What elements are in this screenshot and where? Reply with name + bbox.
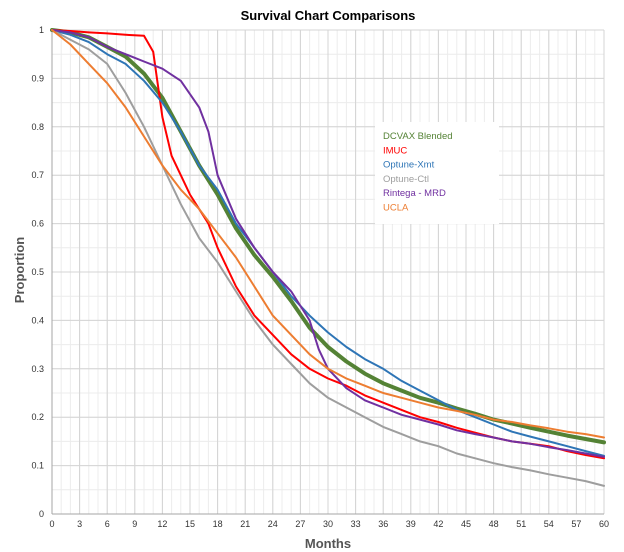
x-tick-label: 3	[77, 519, 82, 529]
series-lines	[50, 28, 606, 487]
x-tick-label: 33	[351, 519, 361, 529]
x-tick-label: 48	[489, 519, 499, 529]
x-tick-label: 57	[571, 519, 581, 529]
y-tick-label: 0.9	[31, 73, 44, 83]
y-tick-label: 0.5	[31, 267, 44, 277]
x-tick-label: 51	[516, 519, 526, 529]
legend: DCVAX Blended IMUC Optune-Xmt Optune-Ctl Rin…	[375, 122, 499, 224]
legend-entry-optune-xmt: Optune-Xmt	[383, 160, 435, 171]
x-tick-label: 30	[323, 519, 333, 529]
y-tick-label: 0.1	[31, 461, 44, 471]
y-tick-label: 0.4	[31, 315, 44, 325]
legend-entry-imuc: IMUC	[383, 145, 407, 156]
y-tick-label: 0.2	[31, 412, 44, 422]
legend-entry-ucla: UCLA	[383, 203, 409, 214]
y-tick-label: 0.8	[31, 122, 44, 132]
x-tick-label: 15	[185, 519, 195, 529]
x-tick-label: 9	[132, 519, 137, 529]
x-tick-label: 6	[105, 519, 110, 529]
x-tick-label: 39	[406, 519, 416, 529]
series-line-rintega-mrd	[51, 29, 605, 458]
legend-entry-dcvax-blended: DCVAX Blended	[383, 131, 453, 142]
y-tick-label: 0	[39, 509, 44, 519]
series-line-dcvax-blended	[50, 28, 606, 445]
x-tick-label: 21	[240, 519, 250, 529]
x-tick-label: 27	[295, 519, 305, 529]
x-tick-label: 54	[544, 519, 554, 529]
x-tick-label: 0	[49, 519, 54, 529]
x-axis-title: Months	[305, 536, 351, 551]
y-tick-label: 0.3	[31, 364, 44, 374]
x-tick-label: 18	[213, 519, 223, 529]
series-line-ucla	[51, 29, 605, 439]
series-line-optune-ctl	[51, 29, 605, 487]
legend-box	[375, 122, 499, 224]
x-tick-label: 12	[157, 519, 167, 529]
x-tick-label: 60	[599, 519, 609, 529]
axes: 0 3 6 9 12 15 18 21 24 27 30 33 36 39 42 45 48 51 54 57 6000…	[31, 25, 609, 529]
y-tick-label: 0.6	[31, 219, 44, 229]
x-tick-label: 42	[433, 519, 443, 529]
chart-title: Survival Chart Comparisons	[241, 8, 416, 23]
y-tick-label: 0.7	[31, 170, 44, 180]
y-tick-label: 1	[39, 25, 44, 35]
legend-entry-optune-ctl: Optune-Ctl	[383, 174, 429, 185]
series-line-optune-xmt	[51, 29, 605, 457]
x-tick-label: 36	[378, 519, 388, 529]
grid-lines	[51, 29, 605, 515]
y-axis-title: Proportion	[12, 237, 27, 303]
x-tick-label: 45	[461, 519, 471, 529]
legend-entry-rintega-mrd: Rintega - MRD	[383, 188, 446, 199]
x-tick-label: 24	[268, 519, 278, 529]
